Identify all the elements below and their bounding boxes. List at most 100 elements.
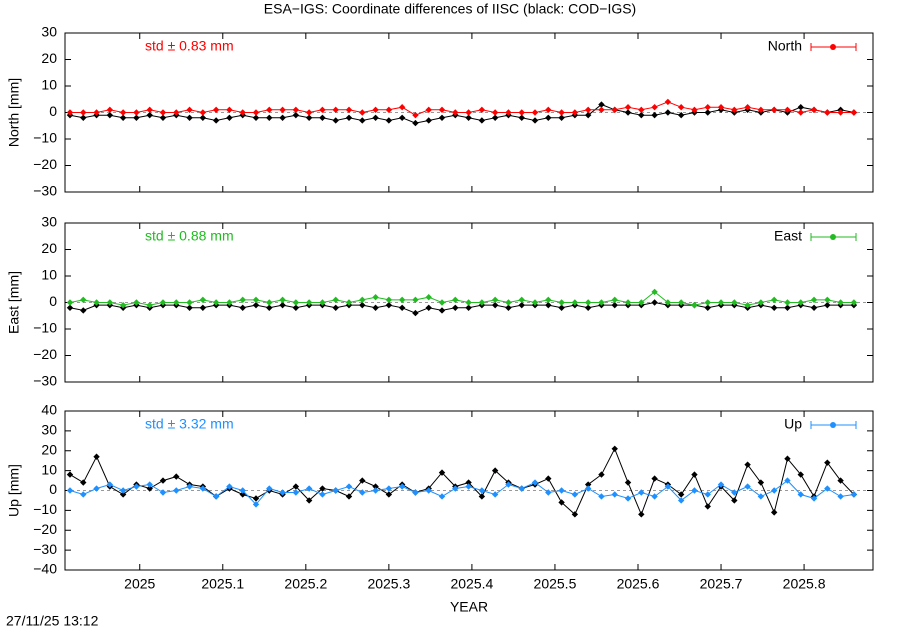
data-point xyxy=(292,489,300,496)
y-tick-label: 20 xyxy=(41,240,57,256)
data-point xyxy=(624,299,632,306)
data-point xyxy=(584,481,592,488)
data-point xyxy=(146,301,153,309)
data-point xyxy=(571,109,579,116)
data-point xyxy=(704,299,711,306)
data-point xyxy=(677,497,685,504)
data-point xyxy=(385,301,393,309)
y-tick-label: −10 xyxy=(33,501,57,517)
data-point xyxy=(412,119,419,127)
data-point xyxy=(319,114,326,121)
data-point xyxy=(651,111,658,119)
data-point xyxy=(332,296,339,304)
data-point xyxy=(438,469,446,476)
data-point xyxy=(770,304,778,311)
data-point xyxy=(372,294,379,301)
y-tick-label: −20 xyxy=(33,521,57,537)
data-point xyxy=(292,111,300,119)
data-point xyxy=(797,471,804,478)
data-point xyxy=(571,299,579,306)
data-point xyxy=(518,114,525,121)
data-point xyxy=(611,491,618,498)
data-point xyxy=(305,114,313,121)
data-point xyxy=(691,487,698,494)
data-point xyxy=(491,114,499,121)
data-point xyxy=(465,299,472,306)
legend-dot xyxy=(830,422,836,428)
data-point xyxy=(850,299,858,306)
data-point xyxy=(212,493,220,500)
data-point xyxy=(505,304,512,311)
y-tick-label: 0 xyxy=(49,103,57,119)
data-point xyxy=(505,109,512,116)
data-point xyxy=(465,479,472,486)
data-point xyxy=(624,495,632,502)
y-tick-label: 20 xyxy=(41,441,57,457)
data-point xyxy=(106,106,114,114)
data-point xyxy=(757,479,765,486)
data-point xyxy=(93,299,100,306)
series-line xyxy=(69,103,854,124)
data-point xyxy=(545,106,552,114)
data-point xyxy=(239,296,246,304)
y-tick-label: −20 xyxy=(33,156,57,172)
data-point xyxy=(571,491,579,498)
data-point xyxy=(638,299,645,306)
data-point xyxy=(425,294,432,301)
plot-frame xyxy=(64,410,874,571)
data-point xyxy=(531,109,539,116)
data-point xyxy=(704,491,711,498)
y-axis-label: North [mm] xyxy=(6,78,22,147)
data-point xyxy=(239,491,246,498)
data-point xyxy=(66,109,74,116)
data-point xyxy=(478,117,486,124)
data-point xyxy=(412,489,419,496)
data-point xyxy=(797,491,804,498)
legend-dot xyxy=(830,44,836,50)
data-point xyxy=(279,106,286,114)
data-point xyxy=(292,483,300,490)
data-point xyxy=(252,296,260,304)
y-tick-label: 10 xyxy=(41,267,57,283)
data-point xyxy=(491,467,499,474)
data-point xyxy=(332,304,339,311)
data-point xyxy=(279,296,286,304)
data-point xyxy=(80,479,87,486)
data-point xyxy=(584,304,592,311)
data-point xyxy=(226,299,233,306)
data-point xyxy=(478,299,486,306)
data-point xyxy=(824,485,831,492)
y-tick-label: 20 xyxy=(41,50,57,66)
data-point xyxy=(173,299,180,306)
data-point xyxy=(810,106,818,114)
data-point xyxy=(558,109,565,116)
data-point xyxy=(173,487,180,494)
data-point xyxy=(598,299,605,306)
data-point xyxy=(146,106,153,114)
data-point xyxy=(305,497,313,504)
data-point xyxy=(226,106,233,114)
y-tick-label: 10 xyxy=(41,77,57,93)
data-point xyxy=(465,483,472,490)
data-point xyxy=(810,296,818,304)
data-point xyxy=(452,109,459,116)
data-point xyxy=(757,106,765,114)
data-point xyxy=(359,109,366,116)
data-point xyxy=(159,299,167,306)
x-axis-label: YEAR xyxy=(450,599,488,615)
data-point xyxy=(146,485,153,492)
data-point xyxy=(744,461,751,468)
data-point xyxy=(784,455,791,462)
data-point xyxy=(266,485,273,492)
data-point xyxy=(106,481,114,488)
data-point xyxy=(119,487,127,494)
data-point xyxy=(518,485,525,492)
plot-frame xyxy=(64,222,874,383)
data-point xyxy=(624,479,632,486)
data-point xyxy=(784,304,791,311)
data-point xyxy=(199,304,207,311)
data-point xyxy=(80,109,87,116)
data-point xyxy=(398,483,406,490)
data-point xyxy=(66,304,74,311)
